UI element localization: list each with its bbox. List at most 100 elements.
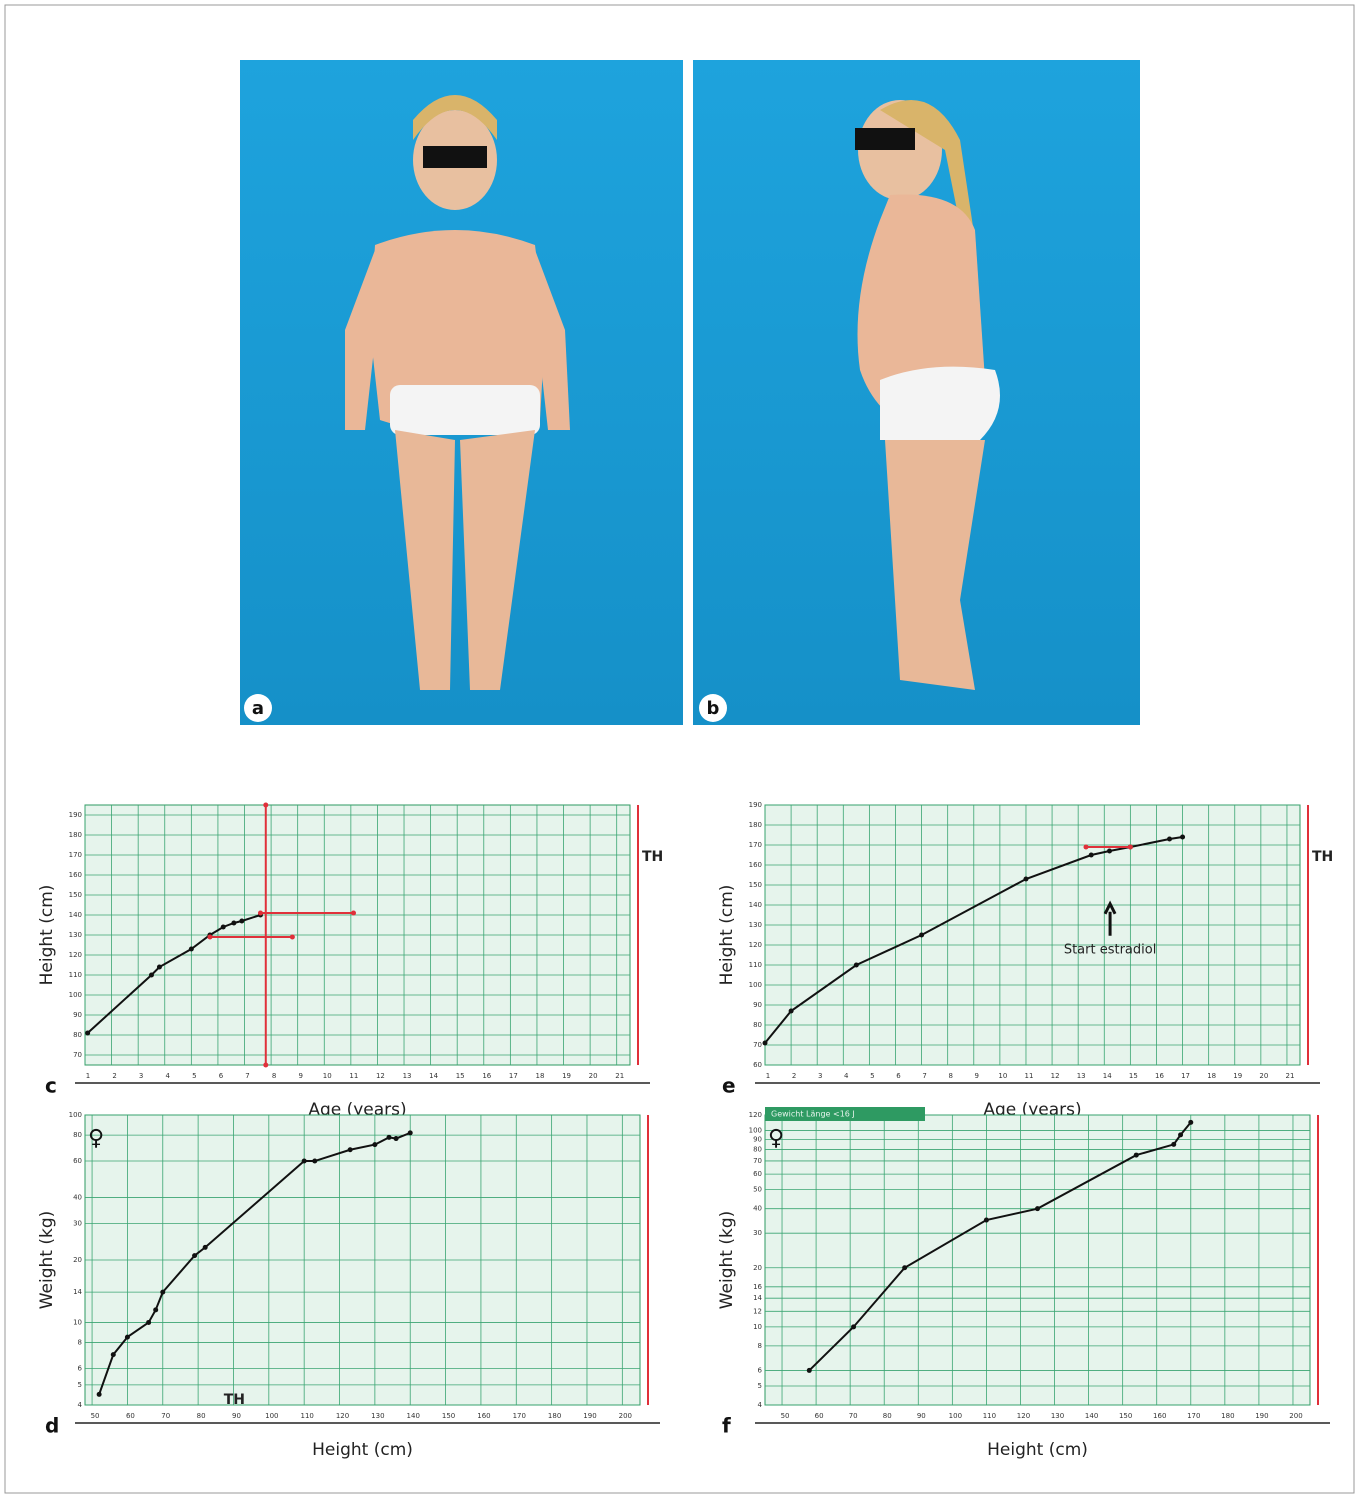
x-tick-label: 190 bbox=[583, 1412, 596, 1420]
data-point bbox=[97, 1392, 102, 1397]
data-point bbox=[1084, 845, 1089, 850]
data-point bbox=[851, 1324, 856, 1329]
x-tick-label: 6 bbox=[896, 1072, 901, 1080]
x-tick-label: 70 bbox=[161, 1412, 170, 1420]
y-tick-label: 140 bbox=[69, 911, 82, 919]
y-tick-label: 80 bbox=[73, 1131, 82, 1139]
photo-side: b bbox=[693, 60, 1140, 725]
data-point bbox=[387, 1135, 392, 1140]
y-tick-label: 30 bbox=[753, 1229, 762, 1237]
x-tick-label: 100 bbox=[265, 1412, 278, 1420]
x-tick-label: 4 bbox=[844, 1072, 849, 1080]
x-tick-label: 60 bbox=[815, 1412, 824, 1420]
y-tick-label: 150 bbox=[749, 881, 762, 889]
x-tick-label: 110 bbox=[983, 1412, 996, 1420]
x-tick-label: 15 bbox=[1129, 1072, 1138, 1080]
x-tick-label: 16 bbox=[1155, 1072, 1164, 1080]
y-tick-label: 40 bbox=[753, 1205, 762, 1213]
data-point bbox=[789, 1009, 794, 1014]
x-tick-label: 21 bbox=[615, 1072, 624, 1080]
y-tick-label: 100 bbox=[69, 991, 82, 999]
data-point bbox=[111, 1352, 116, 1357]
data-point bbox=[221, 925, 226, 930]
y-tick-label: 120 bbox=[69, 951, 82, 959]
th-label: TH bbox=[224, 1392, 245, 1408]
x-tick-label: 5 bbox=[192, 1072, 196, 1080]
x-tick-label: 140 bbox=[1085, 1412, 1098, 1420]
data-point bbox=[854, 963, 859, 968]
data-point bbox=[153, 1307, 158, 1312]
x-tick-label: 13 bbox=[1077, 1072, 1086, 1080]
data-point bbox=[231, 921, 236, 926]
photo-front: a bbox=[240, 60, 683, 725]
x-tick-label: 17 bbox=[1181, 1072, 1190, 1080]
data-point bbox=[1167, 837, 1172, 842]
header: Gewicht Länge <16 J bbox=[771, 1110, 855, 1119]
th-label: TH bbox=[1312, 849, 1333, 865]
x-tick-label: 120 bbox=[1017, 1412, 1030, 1420]
data-point bbox=[125, 1335, 130, 1340]
y-tick-label: 60 bbox=[753, 1170, 762, 1178]
data-point bbox=[207, 935, 212, 940]
x-tick-label: 2 bbox=[112, 1072, 116, 1080]
plot-area bbox=[765, 1115, 1310, 1405]
y-axis-title: Weight (kg) bbox=[37, 1211, 57, 1310]
x-tick-label: 12 bbox=[1051, 1072, 1060, 1080]
y-tick-label: 6 bbox=[758, 1366, 763, 1374]
x-tick-label: 8 bbox=[948, 1072, 952, 1080]
x-tick-label: 9 bbox=[298, 1072, 302, 1080]
data-point bbox=[239, 919, 244, 924]
x-axis-title: Height (cm) bbox=[987, 1440, 1088, 1460]
x-tick-label: 160 bbox=[477, 1412, 490, 1420]
y-tick-label: 160 bbox=[749, 861, 762, 869]
panel-label: c bbox=[45, 1074, 57, 1098]
x-tick-label: 60 bbox=[126, 1412, 135, 1420]
x-tick-label: 20 bbox=[589, 1072, 598, 1080]
y-tick-label: 8 bbox=[78, 1339, 82, 1347]
x-tick-label: 3 bbox=[818, 1072, 822, 1080]
x-tick-label: 12 bbox=[376, 1072, 385, 1080]
data-point bbox=[1188, 1120, 1193, 1125]
data-point bbox=[919, 933, 924, 938]
x-tick-label: 18 bbox=[1207, 1072, 1216, 1080]
x-tick-label: 18 bbox=[535, 1072, 544, 1080]
y-tick-label: 14 bbox=[753, 1294, 762, 1302]
photo-label: a bbox=[252, 698, 264, 719]
y-tick-label: 14 bbox=[73, 1288, 82, 1296]
x-tick-label: 80 bbox=[883, 1412, 892, 1420]
data-point bbox=[1178, 1132, 1183, 1137]
y-tick-label: 160 bbox=[69, 871, 82, 879]
data-point bbox=[902, 1265, 907, 1270]
data-point bbox=[149, 973, 154, 978]
y-tick-label: 80 bbox=[73, 1031, 82, 1039]
x-axis-title: Height (cm) bbox=[312, 1440, 413, 1460]
y-tick-label: 120 bbox=[749, 941, 762, 949]
data-point bbox=[157, 965, 162, 970]
y-tick-label: 70 bbox=[73, 1051, 82, 1059]
x-tick-label: 3 bbox=[139, 1072, 143, 1080]
data-point bbox=[263, 803, 268, 808]
data-point bbox=[1107, 849, 1112, 854]
data-point bbox=[1134, 1153, 1139, 1158]
y-tick-label: 100 bbox=[749, 981, 762, 989]
y-tick-label: 20 bbox=[753, 1264, 762, 1272]
y-tick-label: 4 bbox=[78, 1401, 83, 1409]
data-point bbox=[984, 1218, 989, 1223]
y-tick-label: 100 bbox=[749, 1127, 762, 1135]
y-tick-label: 70 bbox=[753, 1041, 762, 1049]
x-tick-label: 17 bbox=[509, 1072, 518, 1080]
y-tick-label: 40 bbox=[73, 1194, 82, 1202]
x-tick-label: 190 bbox=[1255, 1412, 1268, 1420]
y-tick-label: 8 bbox=[758, 1342, 762, 1350]
y-tick-label: 190 bbox=[749, 801, 762, 809]
x-tick-label: 170 bbox=[513, 1412, 526, 1420]
chart: 6070809010011012013014015016017018019012… bbox=[717, 801, 1333, 1120]
x-tick-label: 160 bbox=[1153, 1412, 1166, 1420]
x-tick-label: 170 bbox=[1187, 1412, 1200, 1420]
x-tick-label: 90 bbox=[917, 1412, 926, 1420]
x-tick-label: 19 bbox=[1233, 1072, 1242, 1080]
y-tick-label: 110 bbox=[69, 971, 82, 979]
data-point bbox=[263, 1063, 268, 1068]
